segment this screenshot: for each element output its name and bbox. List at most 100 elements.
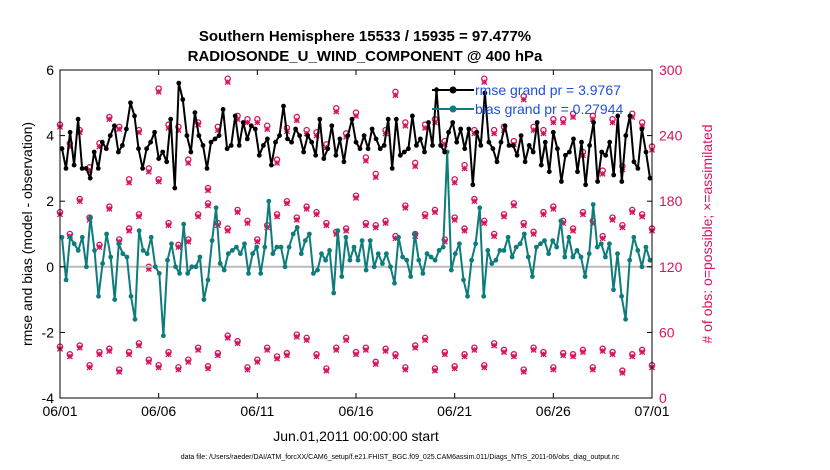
- bias-series-point: [315, 267, 320, 273]
- bias-series-point: [481, 293, 487, 299]
- rmse-series-point: [309, 139, 315, 145]
- obs-assimilated-point-mid: [382, 220, 389, 227]
- rmse-series-point: [208, 139, 214, 145]
- rmse-series-point: [607, 139, 613, 145]
- obs-assimilated-point-low: [165, 351, 172, 358]
- bias-series-point: [250, 251, 256, 257]
- obs-assimilated-point-mid: [135, 213, 142, 220]
- obs-assimilated-point-low: [441, 351, 448, 358]
- obs-assimilated-point-low: [244, 366, 251, 373]
- obs-assimilated-point-mid: [619, 224, 626, 231]
- rmse-series-point: [623, 133, 629, 139]
- bias-series-point: [307, 231, 312, 237]
- bias-series-point: [185, 271, 191, 276]
- rmse-series-point: [599, 149, 605, 155]
- x-tick-label: 06/16: [338, 403, 373, 419]
- bias-series-point: [582, 274, 588, 279]
- rmse-series-point: [277, 133, 282, 139]
- obs-assimilated-point-high: [126, 179, 133, 186]
- rmse-series-point: [639, 126, 645, 132]
- obs-assimilated-point-mid: [313, 211, 320, 218]
- obs-assimilated-point-low: [530, 346, 537, 353]
- obs-assimilated-point-mid: [96, 244, 103, 251]
- rmse-series-point: [361, 133, 367, 139]
- bias-series-point: [282, 264, 288, 270]
- bias-series-point: [574, 248, 580, 253]
- rmse-series-point: [172, 185, 178, 191]
- rmse-series-point: [285, 136, 290, 142]
- bias-series-point: [161, 333, 166, 339]
- obs-assimilated-point-high: [609, 119, 616, 126]
- obs-assimilated-point-low: [560, 352, 567, 359]
- rmse-series-point: [397, 152, 403, 158]
- obs-assimilated-point-mid: [510, 202, 517, 209]
- bias-series-point: [452, 251, 458, 257]
- rmse-series-point: [248, 123, 254, 129]
- rmse-series-point: [615, 113, 621, 119]
- rmse-series-point: [538, 162, 544, 168]
- bias-series-point: [246, 271, 251, 276]
- rmse-series-point: [152, 129, 158, 135]
- rmse-series-point: [301, 149, 306, 155]
- bias-series-point: [538, 241, 543, 247]
- obs-assimilated-point-low: [204, 365, 212, 372]
- rmse-series-point: [168, 116, 174, 122]
- bias-series-point: [302, 238, 308, 244]
- obs-assimilated-point-low: [481, 364, 488, 371]
- obs-assimilated-point-low: [323, 367, 330, 374]
- bias-series-point: [396, 234, 401, 240]
- bias-series-point: [169, 241, 174, 247]
- chart-title-line2: RADIOSONDE_U_WIND_COMPONENT @ 400 hPa: [188, 48, 543, 65]
- obs-assimilated-point-low: [392, 353, 399, 360]
- rmse-series-point: [228, 143, 234, 148]
- rmse-series-point: [136, 146, 141, 152]
- rmse-series-point: [293, 126, 298, 132]
- bias-series-point: [404, 257, 410, 263]
- rmse-series-point: [212, 136, 218, 142]
- bias-series-point: [363, 267, 369, 273]
- rmse-series-point: [422, 149, 427, 155]
- rmse-series-point: [377, 146, 383, 152]
- obs-assimilated-point-mid: [362, 222, 369, 229]
- bias-series-point: [294, 225, 300, 230]
- bias-series-point: [319, 251, 324, 257]
- bias-series-point: [286, 244, 292, 250]
- obs-assimilated-point-mid: [550, 205, 557, 212]
- obs-assimilated-point-mid: [352, 194, 360, 201]
- bias-series-point: [562, 254, 568, 260]
- obs-assimilated-point-low: [520, 368, 527, 375]
- bias-series-point: [412, 231, 418, 237]
- obs-assimilated-point-low: [372, 361, 379, 368]
- y-axis-left-label: rmse and bias (model - observation): [19, 122, 35, 346]
- rmse-series-point: [220, 107, 226, 112]
- rmse-series-point: [184, 133, 190, 139]
- obs-assimilated-point-low: [589, 366, 596, 373]
- obs-assimilated-point-low: [550, 366, 557, 373]
- rmse-series-point: [647, 175, 653, 181]
- obs-assimilated-point-low: [145, 358, 152, 365]
- obs-assimilated-point-mid: [570, 227, 577, 234]
- rmse-series-point: [546, 169, 552, 175]
- rmse-series-point: [156, 156, 162, 162]
- bias-series-point: [639, 264, 645, 270]
- obs-assimilated-point-mid: [530, 230, 537, 238]
- rmse-series-point: [83, 166, 89, 171]
- rmse-series-point: [611, 172, 617, 178]
- rmse-series-point: [196, 133, 202, 139]
- rmse-series-point: [627, 113, 633, 119]
- obs-assimilated-point-high: [372, 174, 379, 181]
- rmse-series-point: [180, 97, 186, 102]
- rmse-series-point: [148, 139, 154, 145]
- obs-assimilated-point-mid: [185, 238, 192, 245]
- obs-assimilated-point-mid: [639, 213, 646, 220]
- bias-series-point: [603, 254, 608, 260]
- y-right-tick-label: 240: [659, 128, 683, 144]
- rmse-series-point: [643, 149, 649, 155]
- obs-assimilated-point-mid: [599, 235, 606, 242]
- obs-assimilated-point-low: [609, 351, 616, 358]
- bias-series-point: [156, 271, 162, 276]
- obs-assimilated-point-mid: [451, 216, 458, 223]
- obs-assimilated-point-mid: [471, 198, 478, 205]
- rmse-series-point: [414, 143, 419, 148]
- obs-assimilated-point-low: [283, 352, 290, 359]
